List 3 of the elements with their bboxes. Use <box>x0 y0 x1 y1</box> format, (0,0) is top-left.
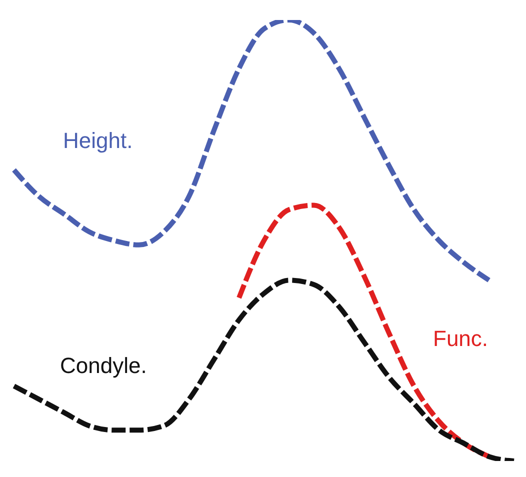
text: Height. <box>63 128 133 154</box>
series-label: Condyle. <box>60 353 147 379</box>
series-label: Func. <box>433 326 488 352</box>
